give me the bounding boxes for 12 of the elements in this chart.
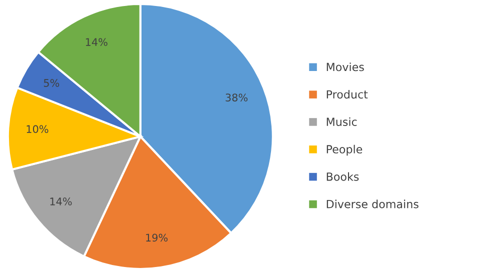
data-label: 14% [50, 198, 72, 206]
legend-label: Diverse domains [326, 200, 418, 208]
legend-label: People [326, 144, 362, 156]
legend-label: Product [326, 90, 368, 99]
legend-label: Movies [326, 62, 364, 72]
data-label: 19% [146, 234, 168, 242]
data-label: 10% [26, 125, 48, 134]
data-label: 14% [86, 38, 108, 46]
data-label: 5% [44, 79, 60, 87]
legend-label: Music [326, 117, 357, 126]
data-label: 38% [226, 94, 248, 102]
legend-label: Books [326, 172, 359, 181]
